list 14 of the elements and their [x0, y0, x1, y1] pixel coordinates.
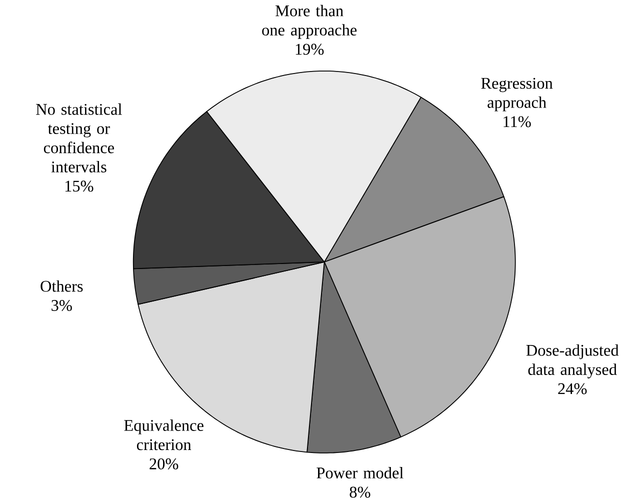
- slice-label: Others: [40, 280, 83, 292]
- data-label: 15%: [65, 180, 94, 192]
- slice-label: Regression approach: [481, 78, 553, 112]
- data-label: 3%: [52, 300, 72, 312]
- slice-label: No statistical testing or confidence intervals: [36, 104, 122, 173]
- slice-label: More than one approache: [262, 5, 357, 39]
- data-label: 19%: [296, 44, 324, 55]
- data-label: 20%: [150, 458, 178, 470]
- data-label: 11%: [504, 116, 531, 128]
- slice-label: Dose-adjusted data analysed: [526, 344, 619, 379]
- slice-label: Power model: [316, 467, 404, 479]
- slice-label: Equivalence criterion: [124, 420, 204, 450]
- data-label: 24%: [558, 383, 587, 394]
- data-label: 8%: [350, 486, 370, 498]
